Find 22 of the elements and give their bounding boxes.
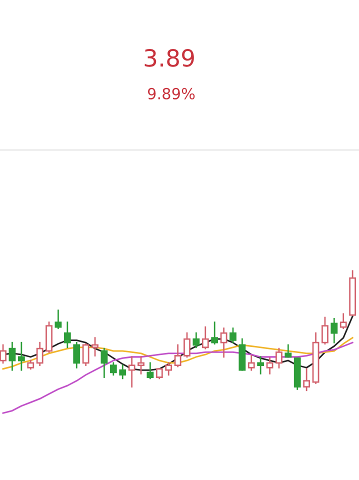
candlestick	[330, 318, 338, 344]
candlestick	[36, 342, 44, 366]
text: 9.89%	[148, 88, 195, 100]
candlestick	[257, 356, 264, 374]
candlestick	[100, 348, 108, 378]
candlestick	[110, 362, 117, 376]
candlestick	[128, 356, 136, 388]
candlestick	[303, 368, 310, 392]
candlestick	[312, 332, 320, 384]
candlestick	[248, 355, 255, 371]
candlestick	[165, 362, 172, 376]
candlestick	[220, 328, 228, 358]
candlestick	[64, 322, 71, 348]
candlestick	[119, 364, 126, 380]
candlestick	[266, 357, 274, 374]
candlestick	[73, 342, 80, 368]
candlestick	[192, 332, 200, 348]
candlestick	[8, 342, 16, 371]
text: 3.89	[144, 48, 194, 67]
candlestick	[82, 343, 90, 366]
candlestick	[18, 342, 25, 371]
candlestick	[202, 326, 209, 350]
